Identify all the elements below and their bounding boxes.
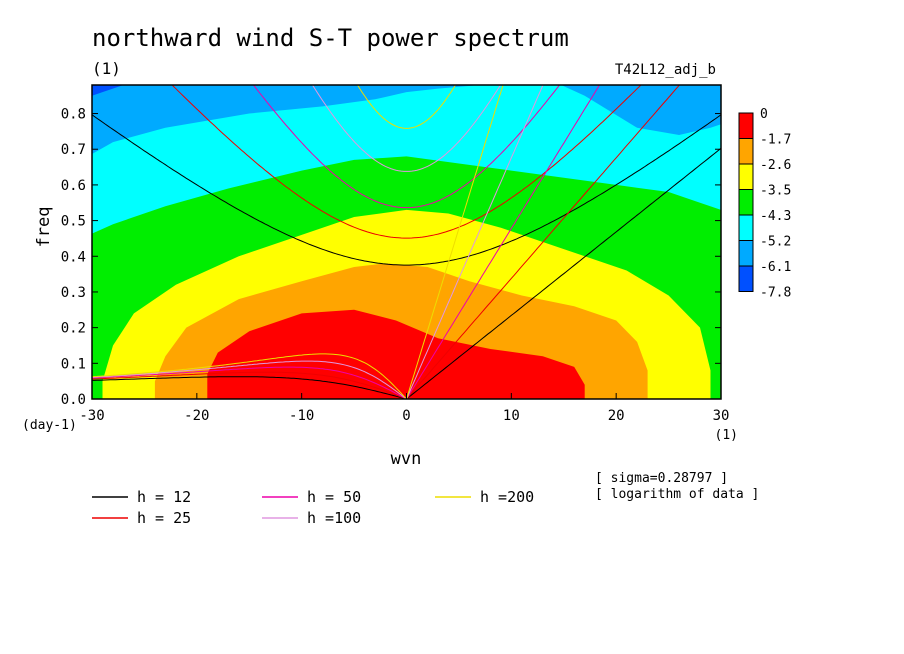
chart-subtitle-left: (1)	[92, 59, 121, 78]
colorbar-label-0: 0	[760, 107, 768, 122]
legend-label-2: h = 50	[307, 488, 361, 506]
y-tick-label-1: 0.1	[61, 356, 86, 372]
x-tick-label-3: 0	[402, 408, 410, 424]
colorbar-swatch-3	[738, 189, 754, 216]
gravity-curve-4	[356, 85, 457, 129]
x-axis-label: wvn	[391, 449, 422, 469]
colorbar-swatch-2	[738, 163, 754, 190]
contour-region-0	[207, 309, 585, 399]
y-axis: 0.0 0.1 0.2 0.3 0.4 0.5 0.6 0.7 0.8	[61, 107, 721, 408]
gravity-curve-2	[252, 85, 561, 209]
rossby-curve-2	[92, 366, 407, 399]
colorbar-swatch-6	[738, 265, 754, 292]
dispersion-curves	[92, 85, 721, 399]
gravity-curve-0	[92, 114, 721, 266]
x-axis: -30 -20 -10 0 10 20 30	[79, 393, 729, 424]
y-tick-label-8: 0.8	[61, 107, 86, 123]
y-tick-label-6: 0.6	[61, 178, 86, 194]
y-tick-label-0: 0.0	[61, 392, 86, 408]
legend: h = 12 h = 25 h = 50 h =100 h =200	[92, 488, 534, 527]
colorbar-label-7: -7.8	[760, 286, 791, 301]
chart-subtitle-right: T42L12_adj_b	[615, 62, 716, 78]
rossby-curve-3	[92, 360, 407, 399]
annotation-sigma: [ sigma=0.28797 ]	[595, 471, 728, 486]
y-tick-label-4: 0.4	[61, 249, 86, 265]
colorbar-swatch-5	[738, 240, 754, 267]
kelvin-curve-0	[406, 147, 721, 399]
gravity-curve-3	[311, 85, 502, 172]
colorbar-label-4: -4.3	[760, 209, 791, 224]
rossby-curve-1	[92, 371, 407, 399]
y-tick-label-5: 0.5	[61, 214, 86, 230]
legend-label-3: h =100	[307, 509, 361, 527]
x-tick-label-6: 30	[713, 408, 730, 424]
y-tick-label-3: 0.3	[61, 285, 86, 301]
colorbar-label-1: -1.7	[760, 133, 791, 148]
colorbar-label-6: -6.1	[760, 260, 791, 275]
kelvin-curve-1	[406, 85, 681, 399]
colorbar-label-3: -3.5	[760, 184, 791, 199]
colorbar: 0 -1.7 -2.6 -3.5 -4.3 -5.2 -6.1 -7.8	[738, 107, 791, 301]
kelvin-curve-3	[406, 85, 544, 399]
x-tick-label-5: 20	[608, 408, 625, 424]
colorbar-swatch-0	[738, 112, 754, 139]
legend-label-1: h = 25	[137, 509, 191, 527]
colorbar-label-2: -2.6	[760, 158, 791, 173]
colorbar-swatch-1	[738, 138, 754, 165]
legend-label-4: h =200	[480, 488, 534, 506]
colorbar-swatch-4	[738, 214, 754, 241]
x-tick-label-0: -30	[79, 408, 104, 424]
y-axis-unit: (day-1)	[22, 418, 77, 433]
contour-fill-group	[92, 85, 721, 399]
chart-title: northward wind S-T power spectrum	[92, 24, 569, 52]
y-tick-label-7: 0.7	[61, 142, 86, 158]
legend-label-0: h = 12	[137, 488, 191, 506]
rossby-curve-0	[92, 376, 407, 399]
x-tick-label-1: -20	[184, 408, 209, 424]
kelvin-curve-4	[406, 85, 504, 399]
gravity-curve-1	[171, 85, 642, 239]
colorbar-label-5: -5.2	[760, 235, 791, 250]
x-axis-unit: (1)	[715, 428, 738, 443]
y-axis-label: freq	[34, 207, 54, 248]
rossby-curve-4	[92, 353, 407, 399]
x-tick-label-4: 10	[503, 408, 520, 424]
kelvin-curve-2	[406, 85, 601, 399]
y-tick-label-2: 0.2	[61, 321, 86, 337]
x-tick-label-2: -10	[289, 408, 314, 424]
annotation-log: [ logarithm of data ]	[595, 487, 759, 502]
